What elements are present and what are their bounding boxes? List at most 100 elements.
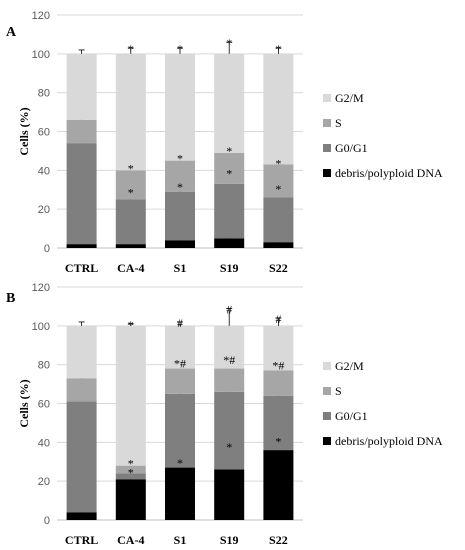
y-tick-label: 40	[38, 165, 50, 177]
bar-segment	[66, 378, 97, 402]
bar-segment	[263, 395, 294, 451]
bar-segment	[263, 53, 294, 165]
significance-marker: *#	[223, 353, 235, 367]
y-tick-label: 40	[38, 437, 50, 449]
significance-marker: *	[128, 186, 134, 200]
bar-segment	[115, 199, 146, 245]
bar-segment	[165, 191, 195, 241]
legend-swatch	[323, 119, 331, 127]
legend-swatch	[323, 412, 331, 420]
significance-marker: *	[226, 166, 232, 180]
bar-segment	[263, 242, 294, 248]
significance-marker: *	[128, 318, 134, 332]
x-category-label: S22	[269, 533, 288, 547]
y-axis-title: Cells (%)	[17, 379, 31, 427]
x-category-label: CA-4	[117, 261, 144, 275]
bar-segment	[214, 183, 245, 239]
bar-segment	[165, 160, 195, 192]
bar-segment	[66, 244, 97, 248]
bar-segment	[66, 401, 97, 513]
y-tick-label: 80	[38, 88, 50, 100]
bar-segment	[66, 512, 97, 520]
legend-label: G2/M	[335, 359, 364, 373]
y-tick-label: 0	[44, 515, 50, 527]
significance-marker: #	[177, 316, 183, 330]
y-axis-title: Cells (%)	[17, 107, 31, 155]
legend-label: G0/G1	[335, 141, 368, 155]
bar-segment	[66, 325, 97, 379]
legend-label: debris/polyploid DNA	[335, 434, 443, 448]
significance-marker: *#	[174, 357, 186, 371]
y-tick-label: 80	[38, 360, 50, 372]
legend-label: S	[335, 116, 342, 130]
bar-segment	[165, 240, 195, 248]
bar-segment	[165, 325, 195, 369]
legend-swatch	[323, 169, 331, 177]
bar-segment	[214, 53, 245, 153]
x-category-label: CTRL	[65, 261, 98, 275]
legend-label: debris/polyploid DNA	[335, 166, 443, 180]
significance-marker: *	[275, 182, 281, 196]
bar-segment	[115, 53, 146, 171]
significance-marker: *	[226, 144, 232, 158]
panel-letter: A	[6, 25, 17, 40]
bar-segment	[263, 370, 294, 396]
bar-segment	[66, 53, 97, 120]
legend-swatch	[323, 362, 331, 370]
significance-marker: *	[275, 434, 281, 448]
bar-segment	[165, 393, 195, 468]
bar-segment	[214, 238, 245, 248]
y-tick-label: 20	[38, 204, 50, 216]
legend-swatch	[323, 144, 331, 152]
x-category-label: S19	[220, 261, 239, 275]
bar-segment	[214, 469, 245, 520]
legend-swatch	[323, 94, 331, 102]
bar-segment	[115, 325, 146, 466]
significance-marker: *#	[272, 359, 284, 373]
significance-marker: #	[275, 312, 281, 326]
y-tick-label: 120	[32, 10, 50, 22]
bar-segment	[115, 479, 146, 520]
x-category-label: S19	[220, 533, 239, 547]
y-tick-label: 60	[38, 399, 50, 411]
bar-segment	[115, 170, 146, 200]
bar-segment	[115, 473, 146, 480]
legend-label: S	[335, 384, 342, 398]
y-tick-label: 0	[44, 243, 50, 255]
bar-segment	[214, 325, 245, 369]
bar-segment	[263, 450, 294, 520]
significance-marker: *	[128, 42, 134, 56]
y-tick-label: 20	[38, 476, 50, 488]
significance-marker: *	[177, 42, 183, 56]
y-tick-label: 120	[32, 282, 50, 294]
x-category-label: S1	[174, 261, 187, 275]
bar-segment	[115, 244, 146, 248]
x-category-label: S1	[174, 533, 187, 547]
x-category-label: CTRL	[65, 533, 98, 547]
bar-segment	[263, 164, 294, 198]
y-tick-label: 100	[32, 49, 50, 61]
significance-marker: #	[226, 302, 232, 316]
legend-label: G0/G1	[335, 409, 368, 423]
significance-marker: *	[177, 456, 183, 470]
panel-letter: B	[6, 291, 15, 306]
significance-marker: *	[226, 36, 232, 50]
significance-marker: *	[275, 42, 281, 56]
bar-segment	[263, 197, 294, 243]
x-category-label: S22	[269, 261, 288, 275]
significance-marker: *	[177, 152, 183, 166]
x-category-label: CA-4	[117, 533, 144, 547]
bar-segment	[165, 53, 195, 161]
bar-segment	[263, 325, 294, 371]
significance-marker: *	[275, 157, 281, 171]
bar-segment	[214, 152, 245, 184]
y-tick-label: 60	[38, 127, 50, 139]
significance-marker: *	[226, 440, 232, 454]
bar-segment	[115, 465, 146, 474]
bar-segment	[66, 119, 97, 144]
significance-marker: *	[128, 161, 134, 175]
legend-swatch	[323, 387, 331, 395]
significance-marker: *	[177, 180, 183, 194]
bar-segment	[214, 368, 245, 392]
